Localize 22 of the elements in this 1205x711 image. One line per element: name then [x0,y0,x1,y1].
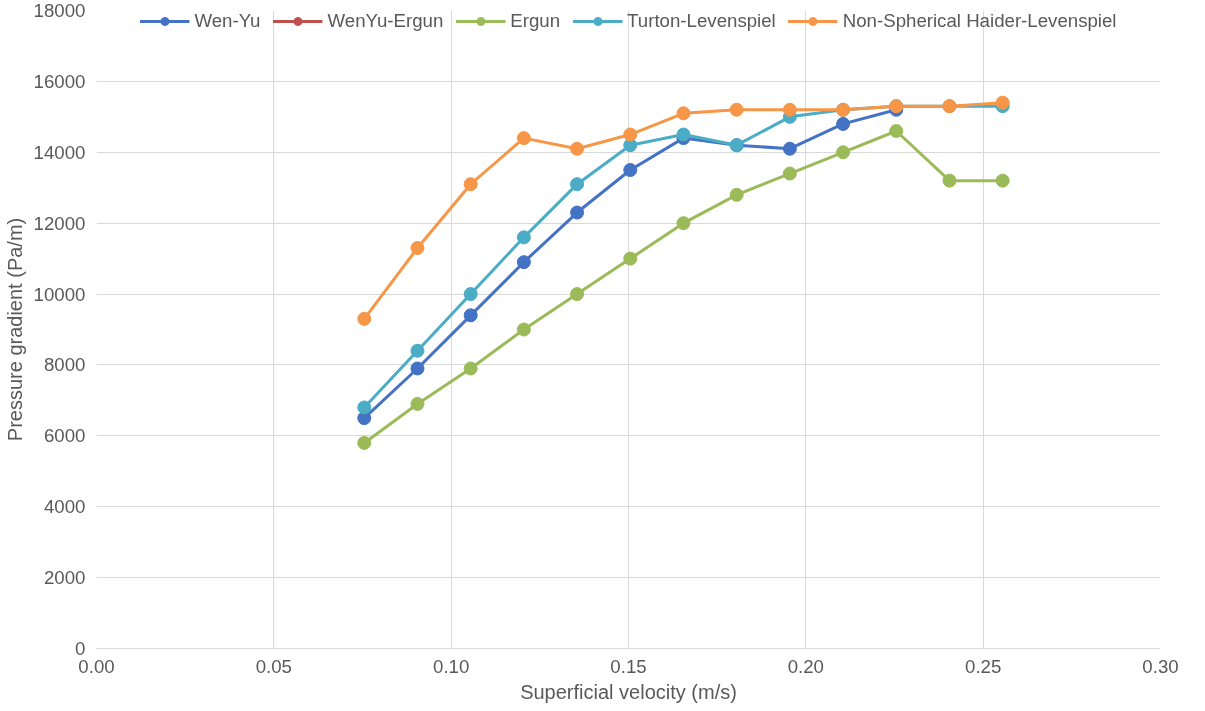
y-tick-label: 10000 [33,283,86,305]
x-tick-label: 0.10 [433,655,470,677]
x-tick-label: 0.05 [255,655,292,677]
x-tick-label: 0.25 [965,655,1002,677]
y-tick-label: 16000 [33,70,86,92]
legend-label: WenYu-Ergun [327,10,444,32]
y-tick-label: 4000 [44,496,86,518]
x-tick-label: 0.15 [610,655,647,677]
y-tick-label: 12000 [33,212,86,234]
legend-label: Turton-Levenspiel [627,10,776,32]
y-tick-label: 14000 [33,141,86,163]
legend-label: Wen-Yu [194,10,261,32]
y-axis-title: Pressure gradient (Pa/m) [3,217,26,442]
y-tick-label: 18000 [33,0,86,21]
x-tick-label: 0.30 [1142,655,1179,677]
x-tick-label: 0.20 [787,655,824,677]
y-tick-label: 8000 [44,354,86,376]
y-tick-label: 2000 [44,567,86,589]
legend-label: Ergun [510,10,561,32]
legend-label: Non-Spherical Haider-Levenspiel [842,10,1117,32]
y-tick-label: 6000 [44,425,86,447]
x-axis-title: Superficial velocity (m/s) [520,680,737,703]
